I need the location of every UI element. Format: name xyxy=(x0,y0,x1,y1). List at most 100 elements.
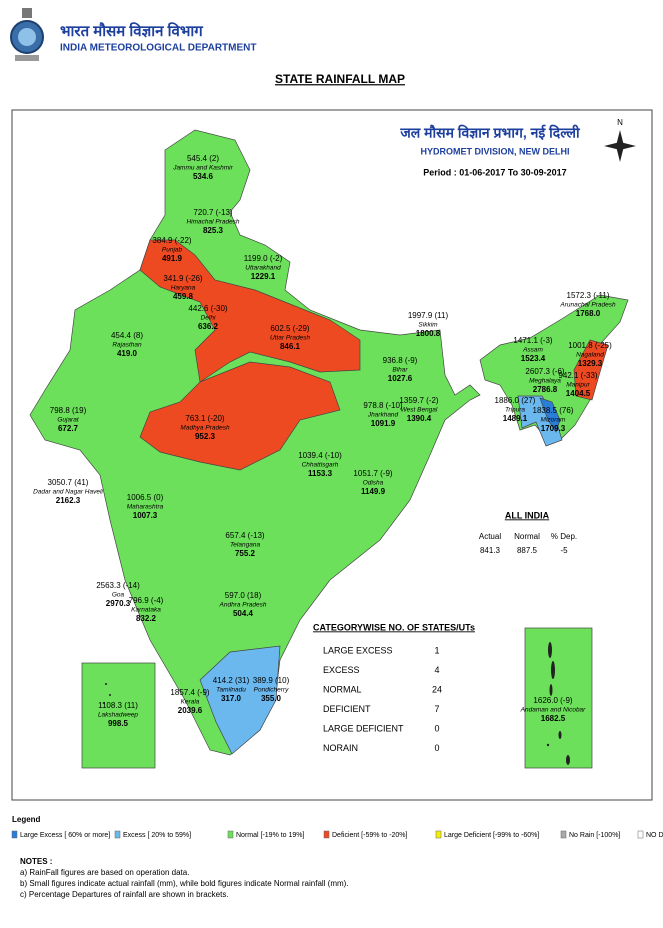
category-table: LARGE EXCESS 1 EXCESS 4 NORMAL 24 DEFICIENT 7 LA… xyxy=(323,645,442,753)
state-actual: 1039.4 (-10) xyxy=(298,451,342,460)
all-india-header: Actual xyxy=(479,532,501,541)
legend-label: Excess [ 20% to 59%] xyxy=(123,832,191,839)
state-actual: 1199.0 (-2) xyxy=(244,254,283,263)
legend-label: Large Excess [ 60% or more] xyxy=(20,832,110,839)
state-actual: 545.4 (2) xyxy=(187,154,219,163)
category-title: CATEGORYWISE NO. OF STATES/UTs xyxy=(313,622,475,632)
period: Period : 01-06-2017 To 30-09-2017 xyxy=(423,167,566,177)
state-actual: 1471.1 (-3) xyxy=(513,336,552,345)
state-actual: 720.7 (-13) xyxy=(193,208,232,217)
category-label: NORAIN xyxy=(323,743,358,753)
header-hindi: भारत मौसम विज्ञान विभाग xyxy=(60,22,203,40)
state-normal: 534.6 xyxy=(193,172,214,181)
legend-swatch xyxy=(637,830,644,839)
legend-label: Deficient [-59% to -20%] xyxy=(332,832,408,839)
state-actual: 1626.0 (-9) xyxy=(533,696,572,705)
state-name: Himachal Pradesh xyxy=(186,219,239,226)
division-hindi: जल मौसम विज्ञान प्रभाग, नई दिल्ली xyxy=(399,125,581,141)
state-actual: 389.9 (10) xyxy=(253,676,290,685)
state-normal: 755.2 xyxy=(235,549,256,558)
all-india-table: Actual 841.3 Normal 887.5 % Dep. -5 xyxy=(479,532,577,555)
state-name: Telangana xyxy=(230,542,261,549)
lakshadweep-box xyxy=(81,662,156,769)
state-normal: 1007.3 xyxy=(133,511,158,520)
excess-south xyxy=(199,645,281,755)
state-actual: 1857.4 (-9) xyxy=(170,688,209,697)
state-normal: 952.3 xyxy=(195,432,216,441)
category-label: DEFICIENT xyxy=(323,704,371,714)
state-normal: 2786.8 xyxy=(533,385,558,394)
state-normal: 636.2 xyxy=(198,322,219,331)
state-actual: 942.1 (-33) xyxy=(558,371,597,380)
state-normal: 2039.6 xyxy=(178,706,203,715)
legend-title: Legend xyxy=(12,815,41,824)
state-actual: 341.9 (-26) xyxy=(163,274,202,283)
state-name: Delhi xyxy=(201,315,216,322)
state-name: West Bengal xyxy=(401,407,438,414)
category-count: 7 xyxy=(434,704,439,714)
state-name: Andhra Pradesh xyxy=(219,602,267,609)
state-name: Sikkim xyxy=(418,322,438,329)
category-label: LARGE EXCESS xyxy=(323,645,393,655)
state-normal: 1027.6 xyxy=(388,374,413,383)
state-normal: 317.0 xyxy=(221,694,242,703)
state-actual: 2563.3 (-14) xyxy=(96,581,140,590)
state-name: Goa xyxy=(112,592,125,599)
state-name: Andaman and Nicobar xyxy=(520,707,587,714)
state-name: Arunachal Pradesh xyxy=(559,302,616,309)
state-normal: 832.2 xyxy=(136,614,157,623)
state-name: Rajasthan xyxy=(112,342,142,349)
state-normal: 491.9 xyxy=(162,254,183,263)
deficient-north xyxy=(139,239,361,383)
all-india-title: ALL INDIA xyxy=(505,510,550,520)
state-actual: 1886.0 (27) xyxy=(495,396,536,405)
compass xyxy=(604,130,636,162)
all-india-header: % Dep. xyxy=(551,532,577,541)
state-actual: 3050.7 (41) xyxy=(48,478,89,487)
state-name: Assam xyxy=(522,347,543,354)
note: c) Percentage Departures of rainfall are… xyxy=(20,890,229,899)
state-name: Jharkhand xyxy=(367,412,399,419)
state-name: Meghalaya xyxy=(529,378,561,385)
state-actual: 384.9 (-22) xyxy=(152,236,191,245)
state-normal: 998.5 xyxy=(108,719,129,728)
state-name: Manipur xyxy=(566,382,590,389)
legend: Large Excess [ 60% or more] Excess [ 20% … xyxy=(11,830,663,839)
state-normal: 1329.3 xyxy=(578,359,603,368)
header-english: INDIA METEOROLOGICAL DEPARTMENT xyxy=(60,43,256,54)
state-normal: 1229.1 xyxy=(251,272,276,281)
state-name: Tamilnadu xyxy=(216,687,246,694)
legend-label: No Rain [-100%] xyxy=(569,832,620,839)
state-name: Nagaland xyxy=(576,352,604,359)
state-name: Lakshadweep xyxy=(98,712,138,719)
state-name: Gujarat xyxy=(57,417,80,424)
state-normal: 1523.4 xyxy=(521,354,546,363)
state-actual: 597.0 (18) xyxy=(225,591,262,600)
state-normal: 1489.1 xyxy=(503,414,528,423)
state-normal: 355.0 xyxy=(261,694,282,703)
state-name: Karnataka xyxy=(131,607,161,614)
state-name: Maharashtra xyxy=(127,504,164,511)
category-count: 0 xyxy=(434,743,439,753)
category-label: NORMAL xyxy=(323,684,362,694)
state-name: Haryana xyxy=(171,285,196,292)
notes-title: NOTES : xyxy=(20,857,52,866)
legend-label: NO DATA xyxy=(646,832,663,839)
state-actual: 936.8 (-9) xyxy=(383,356,418,365)
legend-swatch xyxy=(114,830,121,839)
deficient-central xyxy=(139,361,341,471)
state-actual: 1359.7 (-2) xyxy=(399,396,438,405)
state-actual: 657.4 (-13) xyxy=(225,531,264,540)
legend-swatch xyxy=(323,830,330,839)
state-actual: 796.9 (-4) xyxy=(129,596,164,605)
state-normal: 2162.3 xyxy=(56,496,81,505)
north-label: N xyxy=(617,118,623,127)
page-title: STATE RAINFALL MAP xyxy=(275,72,405,86)
state-name: Uttarakhand xyxy=(245,265,281,272)
legend-swatch xyxy=(560,830,567,839)
andaman-islands xyxy=(103,642,570,765)
deficient-northeast xyxy=(573,339,609,401)
state-actual: 1572.3 (-11) xyxy=(567,291,610,300)
all-india-header: Normal xyxy=(514,532,540,541)
